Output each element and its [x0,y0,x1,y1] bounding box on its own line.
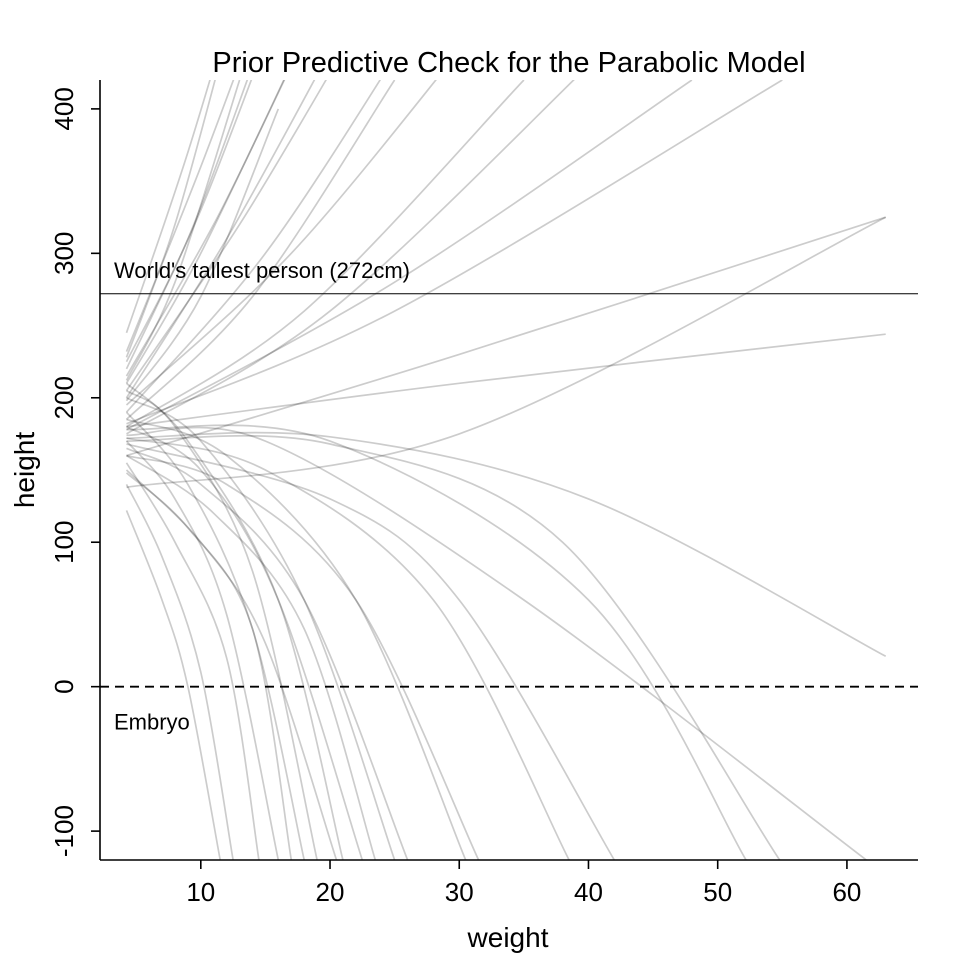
reference-lines: World's tallest person (272cm) Embryo [100,258,918,735]
series-line-25 [126,426,867,860]
series-line-2 [125,80,211,334]
series-line-28 [126,454,480,860]
series-group [125,80,887,860]
series-line-30 [126,447,409,860]
series-line-3 [125,80,253,370]
series-line-22 [126,431,887,658]
series-line-5 [125,80,216,358]
chart-title: Prior Predictive Check for the Parabolic… [212,47,805,79]
series-line-12 [125,80,241,381]
series-line-36 [125,462,260,860]
y-tick-label: 300 [49,232,79,275]
y-tick-label: 400 [49,87,79,130]
y-axis-title: height [9,432,40,509]
series-line-37 [125,484,234,860]
series-line-39 [126,425,364,860]
series-line-35 [125,440,280,860]
series-line-24 [126,424,747,860]
series-line-21 [126,216,887,489]
y-tick-label: 0 [49,679,79,693]
series-line-27 [126,437,570,860]
x-tick-label: 50 [703,877,732,907]
axes: 10 20 30 40 50 60 -100 0 100 200 300 400 [49,80,918,907]
series-line-19 [126,216,886,457]
y-tick-label: -100 [49,805,79,857]
series-line-11 [125,108,280,402]
x-tick-label: 30 [445,877,474,907]
x-tick-label: 20 [316,877,345,907]
series-line-14 [125,80,437,406]
series-line-17 [126,80,693,431]
x-tick-label: 60 [832,877,861,907]
y-tick-label: 100 [49,521,79,564]
series-line-29 [126,418,467,860]
series-line-8 [125,80,286,377]
x-tick-label: 40 [574,877,603,907]
series-line-33 [125,469,338,860]
series-line-38 [125,510,222,860]
y-tick-label: 200 [49,376,79,419]
series-line-18 [126,80,783,425]
series-line-32 [125,382,344,860]
series-line-1 [125,80,235,352]
series-line-40 [126,454,377,860]
x-axis-title: weight [467,922,549,953]
series-line-26 [126,443,616,860]
series-line-15 [126,80,525,428]
series-line-7 [125,80,382,413]
series-line-10 [125,80,249,363]
series-line-31 [126,397,396,860]
series-line-13 [125,80,396,421]
series-line-16 [126,80,575,435]
series-line-6 [125,80,316,399]
x-tick-label: 10 [186,877,215,907]
series-line-23 [126,434,781,860]
embryo-annotation: Embryo [114,710,190,735]
series-line-20 [126,333,886,428]
series-line-9 [125,80,327,392]
series-line-4 [125,80,285,384]
series-line-41 [125,389,318,860]
series-line-42 [125,472,293,860]
tallest-person-annotation: World's tallest person (272cm) [114,258,410,283]
series-line-34 [125,411,306,860]
